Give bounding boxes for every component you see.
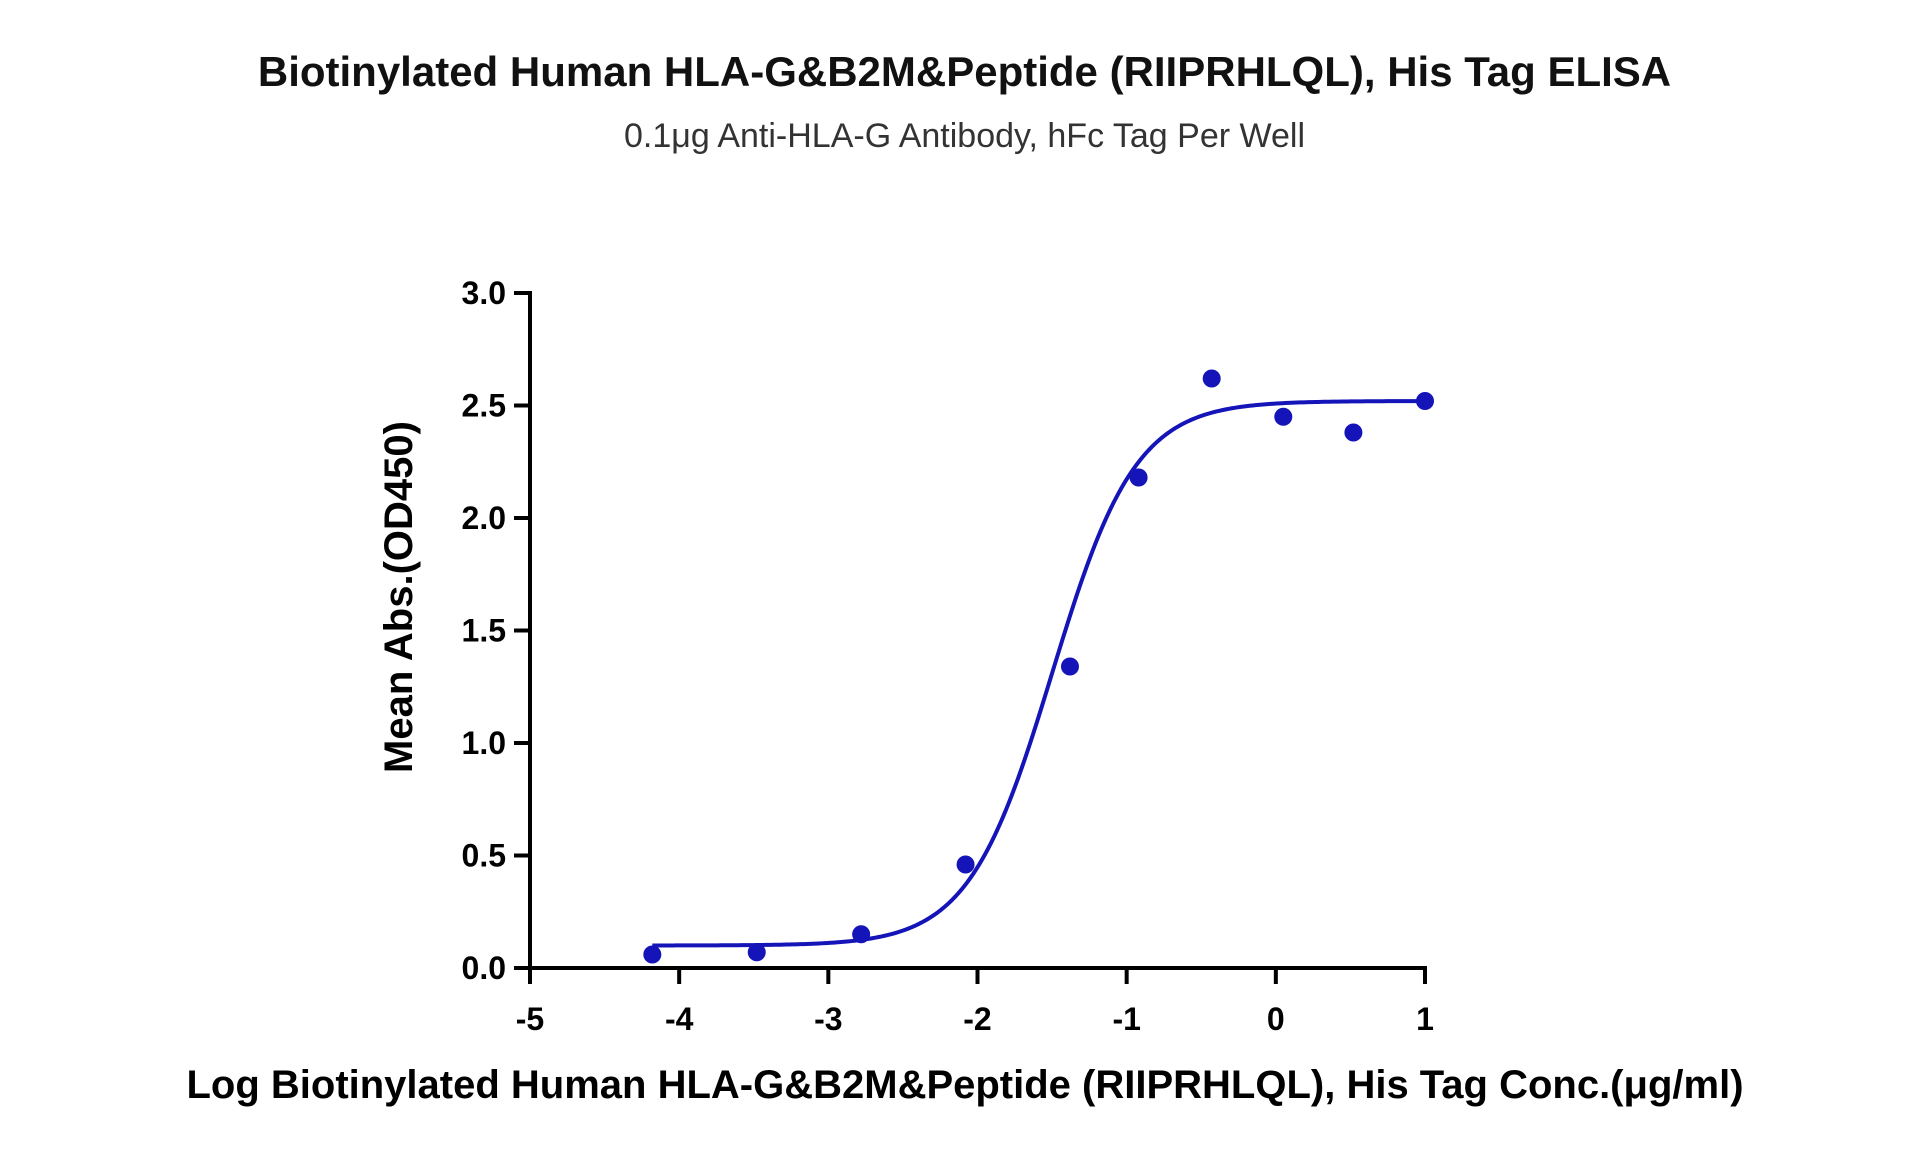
x-tick-label: 1 [1416,1001,1434,1037]
chart-subtitle: 0.1μg Anti-HLA-G Antibody, hFc Tag Per W… [623,117,1306,155]
y-tick-label: 3.0 [462,275,506,311]
axes: -5 -4 -3 -2 -1 0 1 0.0 0.5 1.0 1.5 2.0 2.5 3.0 [462,275,1434,1037]
y-tick-label: 0.0 [462,950,506,986]
x-axis-title: Log Biotinylated Human HLA-G&B2M&Peptide… [186,1063,1743,1107]
y-tick-label: 2.0 [462,500,506,536]
y-axis-title: Mean Abs.(OD450) [377,421,421,773]
data-point [1202,369,1221,388]
x-tick-label: -3 [814,1001,842,1037]
y-tick-label: 0.5 [462,838,506,874]
data-points-layer [643,369,1434,964]
x-tick-label: -2 [963,1001,991,1037]
data-point [643,945,662,964]
y-tick-label: 1.5 [462,613,506,649]
fit-curve [652,399,1426,948]
y-tick-label: 2.5 [462,388,506,424]
data-point [747,943,766,962]
data-point [852,925,871,944]
x-tick-label: -5 [516,1001,544,1037]
data-point [1416,392,1434,410]
data-point [1060,657,1079,676]
y-tick-label: 1.0 [462,725,506,761]
x-tick-label: -1 [1112,1001,1140,1037]
data-point [1344,423,1363,442]
fit-curve-layer [652,399,1426,948]
chart-title: Biotinylated Human HLA-G&B2M&Peptide (RI… [257,48,1672,95]
data-point [956,855,975,874]
data-point [1129,468,1148,487]
data-point [1274,407,1293,426]
x-tick-label: 0 [1267,1001,1285,1037]
x-tick-label: -4 [665,1001,694,1037]
